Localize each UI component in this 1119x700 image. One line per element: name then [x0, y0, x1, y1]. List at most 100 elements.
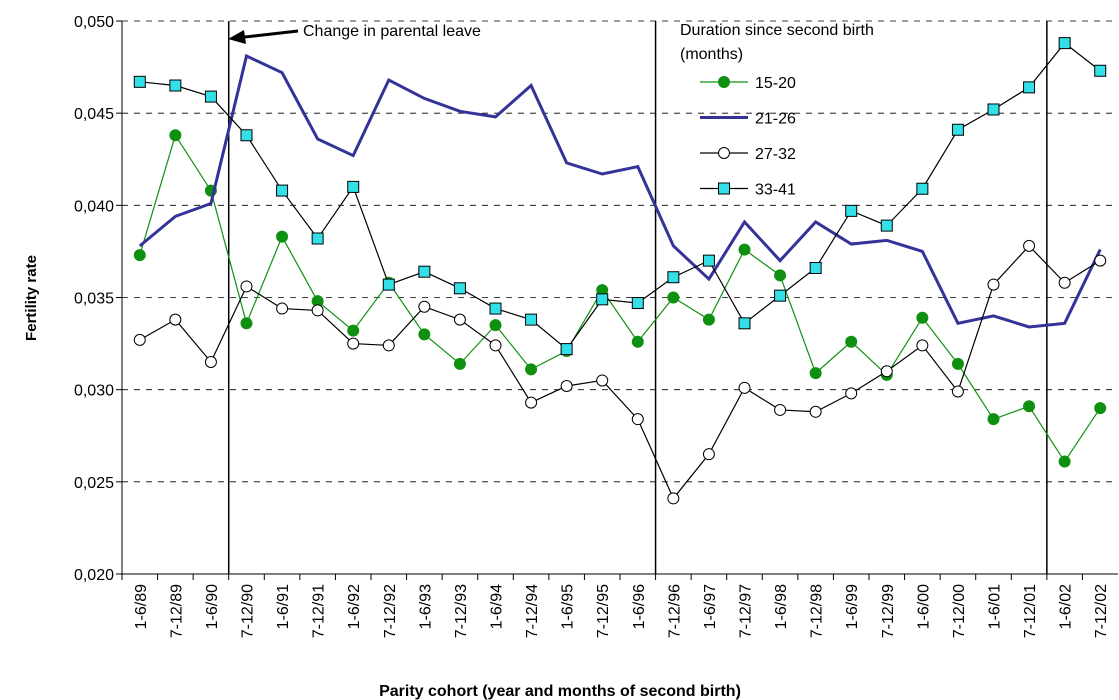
annotation: Change in parental leave — [303, 23, 481, 40]
y-tick-label: 0,050 — [74, 14, 114, 31]
point — [418, 265, 431, 278]
x-tick-label: 1-6/00 — [915, 584, 932, 629]
point — [631, 413, 644, 426]
point — [453, 282, 466, 295]
annotation-arrow — [235, 29, 299, 40]
point — [169, 313, 182, 326]
x-tick-label: 7-12/93 — [453, 584, 470, 638]
point — [667, 291, 680, 304]
x-tick-label: 7-12/91 — [311, 584, 328, 638]
x-tick-label: 1-6/96 — [631, 584, 648, 629]
series-line — [139, 42, 1101, 350]
point — [133, 333, 146, 346]
x-tick-label: 1-6/94 — [489, 584, 506, 629]
x-tick-label: 1-6/92 — [346, 584, 363, 629]
point — [1058, 37, 1071, 50]
point — [1094, 254, 1107, 267]
y-tick-label: 0,025 — [74, 475, 114, 492]
x-tick-label: 7-12/01 — [1022, 584, 1039, 638]
point — [276, 302, 289, 315]
x-tick-label: 1-6/02 — [1058, 584, 1075, 629]
point — [702, 254, 715, 267]
point — [489, 339, 502, 352]
point — [916, 311, 929, 324]
point — [845, 335, 858, 348]
point — [951, 123, 964, 136]
point — [738, 243, 751, 256]
legend-label: 27-32 — [755, 146, 796, 163]
y-tick-label: 0,045 — [74, 106, 114, 123]
x-tick-label: 7-12/95 — [595, 584, 612, 638]
point — [133, 249, 146, 262]
x-tick-label: 7-12/89 — [168, 584, 185, 638]
point — [453, 313, 466, 326]
point — [276, 184, 289, 197]
point — [560, 379, 573, 392]
series-line — [139, 133, 1101, 463]
point — [204, 356, 217, 369]
point — [1094, 64, 1107, 77]
point — [631, 335, 644, 348]
legend-label: 15-20 — [755, 75, 796, 92]
point — [169, 129, 182, 142]
point — [204, 90, 217, 103]
x-tick-label: 1-6/99 — [844, 584, 861, 629]
point — [240, 129, 253, 142]
point — [916, 339, 929, 352]
point — [1023, 81, 1036, 94]
x-tick-label: 7-12/00 — [951, 584, 968, 638]
point — [1058, 276, 1071, 289]
point — [1058, 455, 1071, 468]
y-tick-label: 0,030 — [74, 383, 114, 400]
point — [845, 387, 858, 400]
point — [667, 492, 680, 505]
legend-label: 21-26 — [755, 111, 796, 128]
point — [311, 304, 324, 317]
x-tick-label: 7-12/02 — [1093, 584, 1110, 638]
legend-marker — [718, 182, 730, 195]
point — [382, 339, 395, 352]
point — [525, 363, 538, 376]
point — [489, 302, 502, 315]
series-line — [138, 53, 1102, 329]
point — [1023, 239, 1036, 252]
point — [347, 324, 360, 337]
point — [596, 374, 609, 387]
x-tick-label: 1-6/95 — [560, 584, 577, 629]
point — [951, 385, 964, 398]
point — [880, 365, 893, 378]
x-tick-label: 1-6/98 — [773, 584, 790, 629]
point — [631, 297, 644, 310]
x-tick-label: 1-6/01 — [987, 584, 1004, 629]
point — [525, 313, 538, 326]
point — [916, 182, 929, 195]
point — [987, 103, 1000, 116]
point — [738, 317, 751, 330]
point — [774, 289, 787, 302]
point — [453, 357, 466, 370]
x-tick-label: 1-6/93 — [417, 584, 434, 629]
x-tick-label: 1-6/89 — [133, 584, 150, 629]
x-tick-label: 1-6/91 — [275, 584, 292, 629]
point — [738, 381, 751, 394]
x-tick-label: 7-12/96 — [666, 584, 683, 638]
legend-marker — [718, 76, 730, 88]
y-axis-title: Fertility rate — [23, 255, 40, 341]
x-tick-label: 1-6/90 — [204, 584, 221, 629]
point — [382, 278, 395, 291]
point — [560, 343, 573, 356]
series-line — [139, 245, 1101, 500]
point — [418, 300, 431, 313]
point — [702, 313, 715, 326]
point — [489, 319, 502, 332]
point — [987, 413, 1000, 426]
point — [418, 328, 431, 341]
legend-label: 33-41 — [755, 182, 796, 199]
x-tick-label: 7-12/98 — [809, 584, 826, 638]
point — [951, 357, 964, 370]
point — [240, 280, 253, 293]
y-tick-label: 0,040 — [74, 198, 114, 215]
point — [276, 230, 289, 243]
